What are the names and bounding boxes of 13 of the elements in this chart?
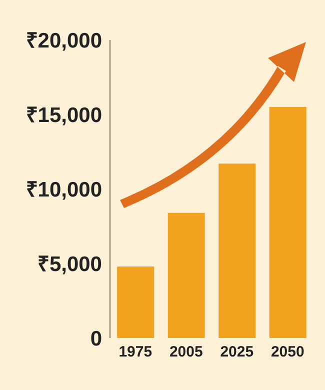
x-tick-label: 2025 [220,344,254,361]
y-tick-label: ₹5,000 [37,252,102,276]
x-tick-label: 2005 [169,344,203,361]
x-tick-label: 1975 [118,344,152,361]
bar [218,164,256,338]
bar [168,212,205,338]
bar [117,266,154,338]
y-tick-label: 0 [90,327,102,350]
x-tick-label: 2050 [270,344,304,361]
y-tick-label: ₹20,000 [26,29,102,52]
y-tick-label: ₹15,000 [26,104,102,127]
bar [269,107,306,338]
y-tick-label: ₹10,000 [26,178,102,202]
